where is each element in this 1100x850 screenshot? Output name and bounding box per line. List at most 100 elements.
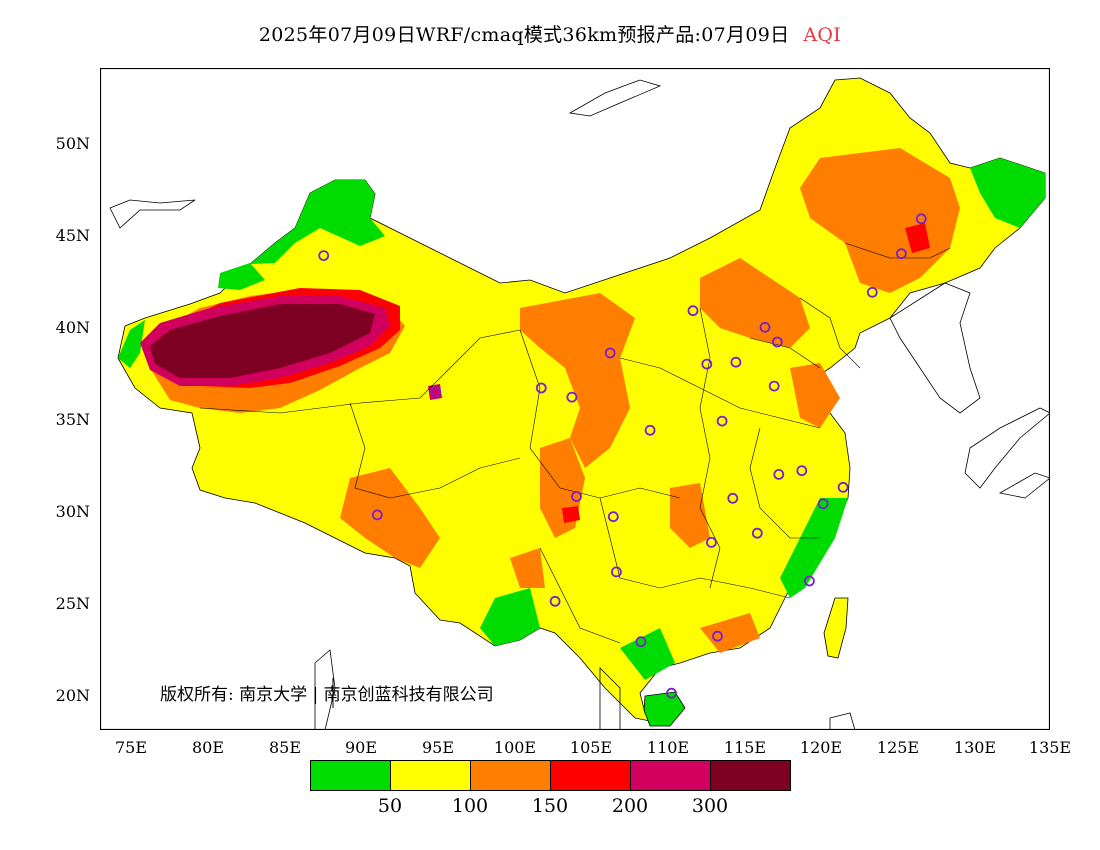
red-zone [562, 506, 580, 523]
station-marker [371, 509, 383, 521]
station-marker [666, 687, 677, 699]
legend-label: 200 [611, 795, 649, 817]
station-marker [866, 286, 878, 298]
map-canvas [100, 68, 1050, 730]
province-border [199, 329, 521, 414]
station-marker [644, 424, 656, 436]
lon-tick-label: 110E [646, 738, 690, 757]
station-marker [716, 415, 728, 427]
station-marker [804, 575, 815, 587]
legend-label: 150 [531, 795, 569, 817]
station-marker [607, 511, 619, 523]
border-outline [889, 282, 981, 414]
lon-tick-label: 125E [876, 738, 920, 757]
province-border [519, 329, 681, 499]
legend-color-box [550, 760, 631, 791]
title-text: 2025年07月09日WRF/cmaq模式36km预报产品:07月09日 [258, 24, 790, 46]
station-marker [566, 391, 578, 403]
border-outline [109, 199, 196, 229]
legend-label: 50 [377, 795, 403, 817]
hainan-island [643, 691, 686, 727]
lon-tick-label: 80E [191, 738, 225, 757]
map-title: 2025年07月09日WRF/cmaq模式36km预报产品:07月09日 AQI [0, 20, 1100, 47]
legend-color-box [390, 760, 471, 791]
lon-tick-label: 95E [421, 738, 455, 757]
station-marker [773, 468, 785, 480]
border-outline [568, 79, 662, 117]
lon-tick-label: 135E [1028, 738, 1072, 757]
map-border [100, 68, 1050, 730]
station-marker [318, 250, 330, 262]
station-marker [751, 527, 763, 539]
legend-color-box [470, 760, 551, 791]
station-marker [817, 498, 829, 510]
station-marker [771, 336, 783, 348]
province-border [844, 242, 951, 259]
green-zone [118, 320, 145, 368]
station-marker [915, 213, 927, 225]
province-border [799, 297, 861, 369]
legend-color-box [630, 760, 711, 791]
lat-tick-label: 50N [55, 134, 90, 153]
lon-tick-label: 75E [114, 738, 148, 757]
station-marker [430, 386, 442, 398]
lon-tick-label: 115E [723, 738, 767, 757]
copyright-text: 版权所有: 南京大学 | 南京创蓝科技有限公司 [160, 685, 494, 705]
station-marker [701, 358, 713, 370]
green-zone [250, 180, 385, 264]
station-marker [712, 630, 723, 642]
station-marker [535, 382, 547, 394]
lat-tick-label: 25N [55, 594, 90, 613]
green-zone [480, 588, 540, 646]
station-marker [706, 536, 717, 548]
province-border [749, 337, 821, 369]
orange-zone [340, 468, 440, 568]
green-zone [970, 158, 1045, 228]
station-marker [768, 380, 780, 392]
lon-tick-label: 85E [268, 738, 302, 757]
border-outline [998, 472, 1050, 499]
orange-zone [510, 548, 545, 588]
station-marker [571, 491, 582, 502]
province-border [749, 427, 820, 539]
orange-zone [700, 258, 810, 348]
orange-zone [800, 148, 960, 293]
legend-color-box [310, 760, 391, 791]
orange-zone [670, 483, 710, 548]
province-border [539, 547, 621, 644]
legend-label: 300 [691, 795, 729, 817]
green-zone [780, 498, 848, 598]
station-marker [730, 356, 742, 368]
station-marker [896, 248, 907, 260]
legend-label: 100 [451, 795, 489, 817]
border-outline [599, 667, 621, 730]
province-border [619, 357, 821, 429]
lon-tick-label: 105E [569, 738, 613, 757]
station-marker [604, 347, 616, 359]
province-border [349, 402, 521, 499]
orange-zone [700, 613, 760, 653]
green-zone [218, 263, 265, 290]
aqi-legend [310, 760, 791, 791]
lon-tick-label: 90E [344, 738, 378, 757]
station-marker [687, 305, 699, 317]
border-outline [829, 712, 856, 730]
station-markers [318, 213, 927, 699]
lon-tick-label: 130E [953, 738, 997, 757]
lon-tick-label: 100E [493, 738, 537, 757]
station-marker [727, 492, 739, 504]
lon-tick-label: 120E [799, 738, 843, 757]
green-zone [620, 628, 675, 680]
border-outline [314, 649, 336, 730]
province-border [699, 307, 721, 589]
legend-color-box [710, 760, 791, 791]
maroon-zone [150, 304, 375, 378]
province-border [599, 497, 791, 599]
lat-tick-label: 45N [55, 226, 90, 245]
station-marker [759, 321, 771, 333]
station-marker [611, 566, 622, 578]
variable-label: AQI [803, 24, 842, 46]
lat-tick-label: 35N [55, 410, 90, 429]
station-marker [635, 636, 647, 648]
lat-tick-label: 40N [55, 318, 90, 337]
